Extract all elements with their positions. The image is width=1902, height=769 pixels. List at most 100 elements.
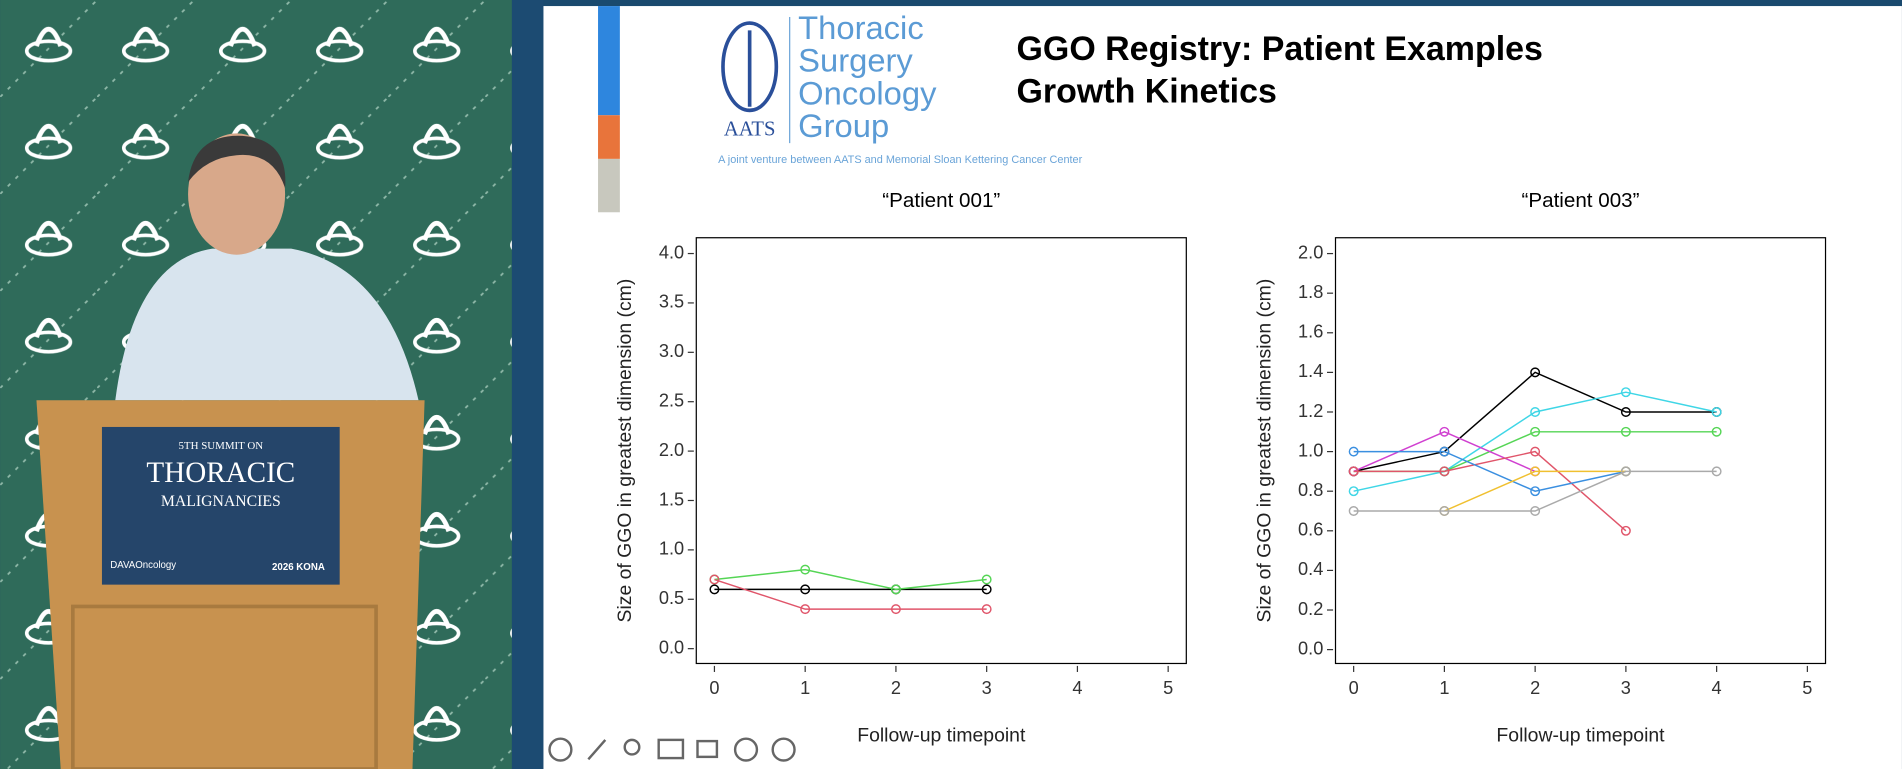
y-tick-label: 1.5 <box>659 489 684 509</box>
sign-text: THORACIC <box>146 457 295 489</box>
logo-abbr: AATS <box>724 119 776 141</box>
y-tick-label: 0.0 <box>659 637 684 657</box>
data-point <box>981 584 992 595</box>
logo-name: Surgery <box>798 42 913 79</box>
y-tick-label: 1.4 <box>1298 361 1323 381</box>
y-tick-label: 2.0 <box>1298 242 1323 262</box>
y-tick-label: 1.0 <box>1298 440 1323 460</box>
data-point <box>1530 466 1541 477</box>
data-point <box>1530 486 1541 497</box>
data-point <box>709 584 720 595</box>
sign-text: MALIGNANCIES <box>161 493 281 510</box>
y-tick-label: 4.0 <box>659 242 684 262</box>
captions-button[interactable] <box>657 738 685 760</box>
speaker-shirt <box>115 248 419 401</box>
y-tick-label: 3.0 <box>659 341 684 361</box>
x-tick-label: 4 <box>1712 678 1722 698</box>
data-point <box>1348 466 1359 477</box>
camera-button[interactable] <box>696 739 719 759</box>
y-axis-title: Size of GGO in greatest dimension (cm) <box>614 279 636 623</box>
y-tick-label: 0.0 <box>1298 638 1323 658</box>
x-tick-label: 0 <box>1349 678 1359 698</box>
sign-text: DAVAOncology <box>110 560 176 571</box>
x-tick-label: 2 <box>891 678 901 698</box>
data-point <box>1348 486 1359 497</box>
y-tick-label: 1.6 <box>1298 322 1323 342</box>
x-tick-label: 2 <box>1530 678 1540 698</box>
data-point <box>1439 426 1450 437</box>
zoom-button[interactable] <box>623 738 641 756</box>
divider <box>511 0 544 769</box>
x-tick-label: 5 <box>1802 678 1812 698</box>
y-tick-label: 0.2 <box>1298 599 1323 619</box>
y-tick-label: 0.5 <box>659 588 684 608</box>
logo-name: Group <box>798 107 889 144</box>
plot-frame <box>695 237 1187 665</box>
data-point <box>709 574 720 585</box>
x-axis-title: Follow-up timepoint <box>857 724 1026 746</box>
chart-title: “Patient 001” <box>882 189 1000 212</box>
x-tick-label: 1 <box>1439 678 1449 698</box>
data-point <box>1620 525 1631 536</box>
x-tick-label: 3 <box>1621 678 1631 698</box>
sign-text: 5TH SUMMIT ON <box>178 440 263 452</box>
chart-title: “Patient 003” <box>1522 189 1640 212</box>
data-point <box>800 604 811 615</box>
slide-title: GGO Registry: Patient Examples <box>1016 30 1542 68</box>
data-point <box>1348 506 1359 516</box>
data-point <box>1439 446 1450 457</box>
data-point <box>890 584 901 595</box>
y-tick-label: 1.0 <box>659 539 684 559</box>
y-tick-label: 2.0 <box>659 440 684 460</box>
data-point <box>1439 466 1450 477</box>
forward-button[interactable] <box>771 737 796 762</box>
series-line <box>1353 391 1717 492</box>
accent-bar <box>598 6 620 116</box>
data-point <box>1530 446 1541 457</box>
player-controls <box>548 737 796 762</box>
y-tick-label: 0.6 <box>1298 520 1323 540</box>
series-line <box>1353 371 1717 473</box>
series-line <box>1353 450 1627 492</box>
slide-title: Growth Kinetics <box>1016 72 1276 110</box>
data-point <box>1711 466 1722 477</box>
data-point <box>1348 446 1359 457</box>
x-tick-label: 3 <box>982 678 992 698</box>
data-point <box>800 584 811 595</box>
speaker-hair <box>188 135 286 189</box>
logo-tagline: A joint venture between AATS and Memoria… <box>718 154 1083 166</box>
podium-sign <box>101 426 340 585</box>
podium-panel <box>71 604 378 769</box>
y-tick-label: 2.5 <box>659 391 684 411</box>
more-button[interactable] <box>733 737 759 762</box>
plot-frame <box>1334 237 1827 665</box>
series-line <box>714 578 987 610</box>
data-point <box>1530 426 1541 437</box>
series-line <box>1444 470 1626 512</box>
data-point <box>1530 506 1541 516</box>
logo-emblem <box>721 21 779 113</box>
accent-bar <box>598 158 620 213</box>
data-point <box>800 564 811 575</box>
draw-button[interactable] <box>587 739 607 761</box>
series-line <box>714 568 987 591</box>
x-tick-label: 4 <box>1072 678 1082 698</box>
data-point <box>890 604 901 615</box>
data-point <box>1620 387 1631 398</box>
data-point <box>1711 407 1722 417</box>
data-point <box>981 574 992 585</box>
series-line <box>1353 470 1717 512</box>
y-tick-label: 1.8 <box>1298 282 1323 302</box>
sign-text: 2026 KONA <box>272 562 325 573</box>
back-button[interactable] <box>548 737 573 762</box>
data-point <box>1711 426 1722 437</box>
y-axis-title: Size of GGO in greatest dimension (cm) <box>1253 279 1275 623</box>
logo-name: Thoracic <box>798 9 924 46</box>
data-point <box>1620 466 1631 477</box>
y-tick-label: 0.8 <box>1298 480 1323 500</box>
x-tick-label: 0 <box>709 678 719 698</box>
x-axis-title: Follow-up timepoint <box>1496 724 1665 746</box>
data-point <box>1530 407 1541 417</box>
